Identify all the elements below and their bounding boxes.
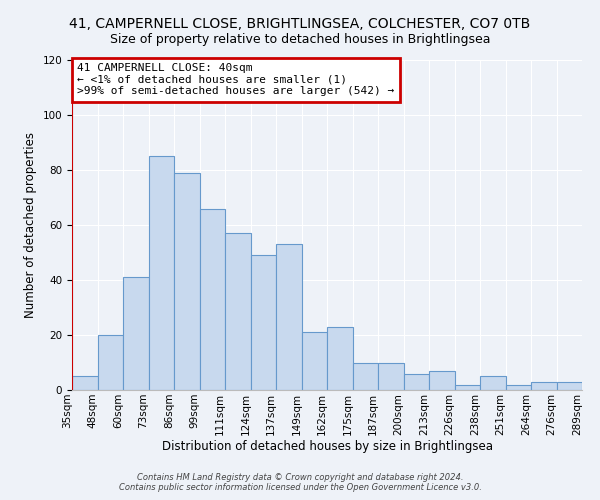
Text: 41, CAMPERNELL CLOSE, BRIGHTLINGSEA, COLCHESTER, CO7 0TB: 41, CAMPERNELL CLOSE, BRIGHTLINGSEA, COL…	[70, 18, 530, 32]
Bar	[455, 384, 480, 390]
Bar	[251, 255, 276, 390]
Bar	[327, 327, 353, 390]
Bar	[72, 376, 97, 390]
Bar	[302, 332, 327, 390]
Bar	[429, 371, 455, 390]
Bar	[353, 362, 378, 390]
Bar	[276, 244, 302, 390]
Bar	[174, 173, 199, 390]
Text: Size of property relative to detached houses in Brightlingsea: Size of property relative to detached ho…	[110, 32, 490, 46]
Y-axis label: Number of detached properties: Number of detached properties	[24, 132, 37, 318]
Bar	[480, 376, 505, 390]
Bar	[378, 362, 404, 390]
Bar	[404, 374, 429, 390]
Bar	[123, 277, 149, 390]
Bar	[557, 382, 582, 390]
Text: 41 CAMPERNELL CLOSE: 40sqm
← <1% of detached houses are smaller (1)
>99% of semi: 41 CAMPERNELL CLOSE: 40sqm ← <1% of deta…	[77, 64, 394, 96]
Bar	[199, 208, 225, 390]
Bar	[225, 233, 251, 390]
Bar	[505, 384, 531, 390]
Bar	[149, 156, 174, 390]
Text: Contains HM Land Registry data © Crown copyright and database right 2024.
Contai: Contains HM Land Registry data © Crown c…	[119, 473, 481, 492]
Bar	[97, 335, 123, 390]
X-axis label: Distribution of detached houses by size in Brightlingsea: Distribution of detached houses by size …	[161, 440, 493, 454]
Bar	[531, 382, 557, 390]
